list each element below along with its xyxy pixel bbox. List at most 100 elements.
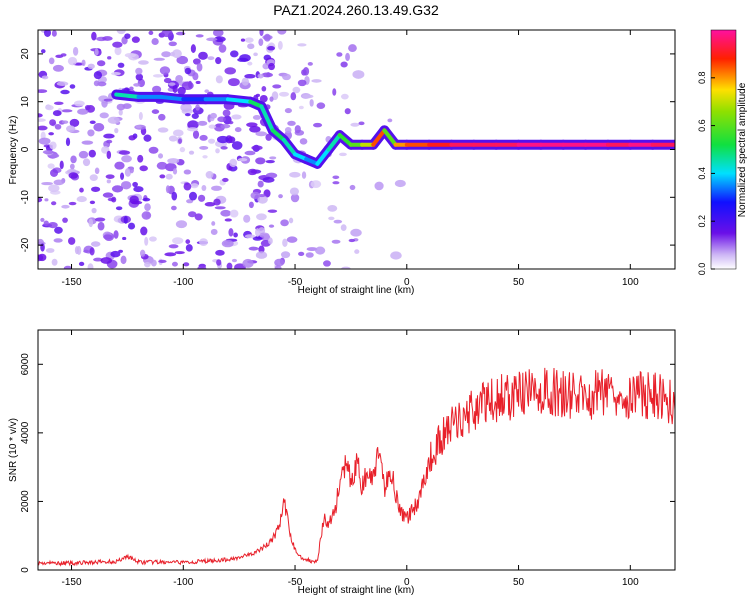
spectrogram-noise-blob	[250, 191, 261, 200]
spectrogram-noise-blob	[151, 38, 159, 46]
spectrogram-noise-blob	[230, 50, 239, 58]
spectrogram-noise-blob	[116, 103, 126, 111]
spectrogram-noise-blob	[261, 86, 267, 92]
spectrogram-noise-blob	[94, 217, 106, 222]
spectrogram-noise-blob	[331, 239, 341, 244]
spectrogram-noise-blob	[133, 83, 141, 87]
spectrogram-noise-blob	[259, 94, 268, 103]
spectrogram-noise-blob	[267, 46, 275, 51]
spectrogram-noise-blob	[252, 236, 263, 241]
spectrogram-noise-blob	[175, 31, 186, 36]
spectrogram-noise-blob	[116, 30, 126, 35]
spectrogram-noise-blob	[90, 241, 101, 247]
spectrogram-noise-blob	[176, 55, 189, 65]
spectrogram-noise-blob	[48, 132, 54, 136]
spectrogram-noise-blob	[227, 78, 240, 87]
spectrogram-noise-blob	[208, 124, 216, 129]
spectrogram-noise-blob	[199, 238, 208, 246]
spectrogram-noise-blob	[224, 218, 232, 222]
colorbar-tick-label: 0.2	[697, 215, 707, 228]
spectrogram-noise-blob	[302, 94, 314, 99]
spectrogram-noise-blob	[140, 226, 148, 236]
snr-y-axis-label: SNR (10 * v/v)	[8, 418, 19, 482]
spectrogram-noise-blob	[124, 167, 132, 177]
spectrogram-noise-blob	[301, 171, 307, 179]
spectrogram-noise-blob	[171, 191, 178, 201]
spectrogram-noise-blob	[97, 221, 105, 231]
spectrogram-noise-blob	[151, 109, 160, 114]
spectrogram-ridge	[111, 89, 675, 169]
spectrogram-noise-blob	[88, 218, 94, 228]
snr-panel: -150 -100 -50 0 50 100 0 2000 4000 6000 Height o…	[8, 329, 676, 596]
spectrogram-noise-blob	[65, 137, 71, 147]
spectrogram-noise-blob	[218, 44, 227, 53]
spectrogram-noise-blob	[195, 34, 204, 38]
spectrogram-noise-blob	[274, 258, 285, 267]
spectrogram-noise-blob	[292, 86, 301, 94]
spectrogram-noise-blob	[105, 174, 115, 179]
spectrogram-noise-blob	[62, 217, 68, 223]
spectrogram-noise-blob	[213, 198, 221, 206]
spectrogram-noise-blob	[205, 170, 214, 179]
y-tick-label: 0	[20, 567, 31, 573]
spectrogram-noise-blob	[61, 109, 73, 113]
spectrogram-noise-blob	[306, 247, 318, 252]
spectrogram-noise-blob	[340, 61, 348, 68]
spectrogram-noise-blob	[89, 247, 95, 256]
spectrogram-noise-blob	[350, 228, 362, 237]
spectrogram-noise-blob	[328, 216, 335, 221]
y-tick-label: -10	[20, 190, 31, 205]
spectrogram-noise-blob	[282, 238, 288, 247]
spectrogram-noise-blob	[129, 166, 134, 174]
spectrogram-noise-blob	[202, 155, 208, 159]
spectrogram-noise-blob	[49, 141, 57, 150]
spectrogram-noise-blob	[63, 265, 73, 269]
spectrogram-noise-blob	[348, 44, 357, 53]
spectrogram-noise-blob	[47, 163, 55, 169]
spectrogram-noise-blob	[297, 43, 307, 47]
spectrogram-noise-blob	[305, 252, 314, 258]
spectrogram-noise-blob	[277, 30, 287, 35]
spectrogram-noise-blob	[94, 167, 100, 175]
spectrogram-noise-blob	[278, 91, 290, 97]
chart-title: PAZ1.2024.260.13.49.G32	[273, 2, 439, 18]
spectrogram-noise-blob	[128, 135, 136, 141]
ridge-segment	[270, 128, 286, 142]
spectrogram-noise-blob	[233, 232, 238, 238]
spectrogram-noise-blob	[102, 36, 113, 41]
spectrogram-noise-blob	[106, 139, 113, 144]
y-tick-label: 2000	[20, 490, 31, 513]
spectrogram-noise-blob	[237, 57, 249, 62]
spectrogram-noise-blob	[115, 206, 123, 211]
spectrogram-noise-blob	[210, 228, 218, 236]
spectrogram-noise-blob	[165, 173, 173, 180]
spectrogram-noise-blob	[258, 38, 264, 46]
spectrogram-noise-blob	[188, 80, 193, 89]
y-tick-label: 4000	[20, 421, 31, 444]
spectrogram-noise-blob	[52, 110, 62, 117]
spectrogram-noise-blob	[69, 118, 80, 127]
spectrogram-noise-blob	[231, 114, 242, 120]
spectrogram-noise-blob	[124, 33, 131, 39]
spectrogram-noise-blob	[135, 67, 143, 75]
spectrogram-noise-blob	[315, 246, 326, 255]
spectrogram-noise-blob	[199, 145, 209, 150]
spectrogram-noise-blob	[106, 179, 111, 184]
spectrogram-noise-blob	[247, 43, 255, 50]
spectrogram-noise-blob	[131, 36, 140, 43]
spectrogram-noise-blob	[48, 184, 60, 193]
spectrogram-noise-blob	[172, 129, 184, 137]
colorbar-tick-label: 0.6	[697, 119, 707, 132]
spectrogram-noise-blob	[333, 219, 343, 224]
spectrogram-noise-blob	[148, 146, 159, 154]
spectrogram-noise-blob	[268, 237, 273, 245]
spectrogram-noise-blob	[161, 51, 172, 58]
spectrogram-noise-blob	[187, 127, 199, 132]
y-tick-label: -20	[20, 237, 31, 252]
spectrogram-noise-blob	[106, 150, 112, 160]
spectrogram-noise-blob	[78, 150, 89, 159]
spectrogram-noise-blob	[188, 191, 198, 201]
spectrogram-noise-blob	[197, 194, 206, 202]
spectrogram-noise-blob	[53, 101, 64, 105]
spectrogram-noise-blob	[244, 73, 256, 79]
